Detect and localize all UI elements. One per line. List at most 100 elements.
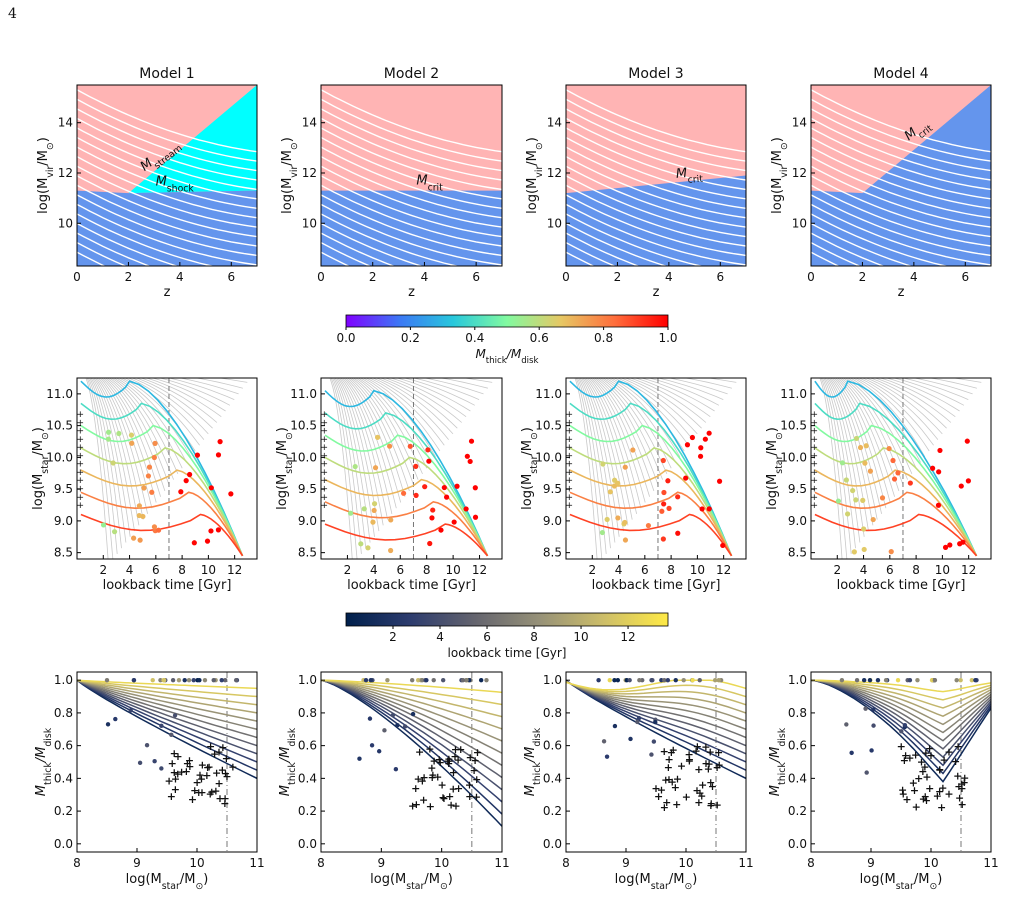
observed-cross: +	[204, 760, 213, 773]
observed-cross: +	[925, 742, 934, 755]
galaxy-track	[347, 378, 406, 497]
galaxy-track	[836, 378, 895, 497]
halo-track	[77, 146, 257, 209]
label-part: )	[448, 872, 453, 887]
sim-point	[665, 677, 671, 683]
x-tick-label: 6	[641, 563, 649, 577]
galaxy-point	[371, 507, 377, 514]
label-part: disk	[532, 727, 543, 746]
page-number: 4	[8, 6, 17, 22]
galaxy-track	[350, 378, 415, 486]
colorbar-tick-label: 10	[573, 630, 588, 644]
observed-cross: +	[957, 778, 966, 791]
galaxy-track	[93, 378, 135, 532]
sim-point	[464, 677, 469, 683]
y-tick-label: 12	[792, 166, 807, 180]
galaxy-track	[322, 365, 505, 368]
observed-cross: +	[211, 785, 220, 798]
observed-cross: +	[694, 763, 703, 776]
galaxy-track	[362, 378, 436, 458]
observed-cross: +	[466, 751, 475, 764]
observed-cross: +	[651, 782, 660, 795]
contour-line	[80, 380, 244, 557]
sim-point	[716, 677, 721, 683]
x-tick-label: 8	[667, 563, 675, 577]
galaxy-track	[384, 378, 462, 423]
fraction-curve	[566, 681, 746, 714]
y-axis-label: log(Mstar/M⊙)	[275, 427, 295, 510]
sim-point	[969, 677, 975, 683]
y-tick-label: 9.0	[543, 514, 562, 528]
observed-cross: +	[921, 746, 930, 759]
galaxy-point	[427, 540, 433, 547]
galaxy-point	[870, 516, 876, 523]
observed-cross: +	[664, 761, 673, 774]
observed-cross: +	[212, 766, 221, 779]
fraction-curve	[566, 680, 746, 731]
galaxy-point	[689, 434, 696, 441]
x-tick-label: 2	[369, 270, 377, 284]
observed-cross: +	[425, 742, 434, 755]
x-tick-label: 11	[983, 856, 998, 870]
galaxy-point	[936, 469, 942, 475]
x-tick-label: 9	[378, 856, 386, 870]
sim-point	[907, 677, 913, 683]
y-tick-label: 11.0	[780, 387, 807, 401]
sim-point	[653, 719, 658, 725]
fraction-curve	[321, 679, 502, 791]
galaxy-point	[372, 465, 379, 471]
mid-panel-2: ++++++++++++ 2 4 6 8 10 12 8.5 9.0 9.5 10.0 10.5 11.…	[275, 365, 505, 593]
y-tick-label: 0.6	[54, 739, 73, 753]
contour-line	[814, 513, 978, 557]
observed-marker: +	[566, 468, 574, 478]
observed-cross: +	[185, 760, 194, 773]
observed-cross: +	[426, 800, 435, 813]
panel-content	[566, 85, 746, 266]
x-tick-label: 8	[317, 856, 325, 870]
galaxy-point	[131, 535, 137, 541]
observed-cross: +	[922, 794, 931, 807]
observed-cross: +	[210, 748, 219, 761]
halo-track	[321, 127, 502, 191]
observed-cross: +	[465, 778, 474, 791]
sim-point	[113, 716, 118, 722]
x-axis-label: z	[408, 285, 415, 300]
y-tick-label: 10	[792, 216, 807, 230]
galaxy-point	[844, 511, 851, 517]
fraction-curve	[321, 679, 502, 754]
observed-cross: +	[446, 798, 455, 811]
galaxy-point	[895, 470, 901, 476]
galaxy-track	[395, 378, 471, 412]
galaxy-track	[113, 378, 183, 469]
sim-point	[159, 766, 164, 771]
observed-cross: +	[206, 788, 215, 801]
observed-cross: +	[214, 745, 223, 758]
observed-cross: +	[918, 765, 927, 778]
observed-cross: +	[473, 746, 482, 759]
galaxy-track	[330, 378, 358, 559]
sim-point	[376, 749, 382, 754]
label-part: /M	[523, 747, 538, 764]
galaxy-track	[838, 378, 900, 492]
observed-marker: +	[811, 418, 819, 428]
x-tick-label: 4	[860, 563, 868, 577]
y-tick-label: 0.0	[298, 837, 317, 851]
galaxy-track	[821, 378, 852, 554]
halo-track	[321, 194, 502, 257]
halo-track	[77, 203, 257, 266]
galaxy-point	[964, 438, 970, 444]
galaxy-point	[891, 476, 898, 482]
observed-cross: +	[415, 745, 424, 758]
x-tick-label: 6	[716, 270, 724, 284]
galaxy-track	[97, 378, 148, 514]
contour-line	[80, 491, 244, 557]
halo-track	[811, 117, 991, 181]
observed-cross: +	[902, 793, 911, 806]
galaxy-track	[335, 378, 375, 537]
colorbar-lookback: 2 4 6 8 10 12 lookback time [Gyr]	[345, 612, 669, 660]
galaxy-point	[426, 458, 432, 464]
sim-point	[368, 677, 374, 683]
sim-point	[219, 677, 224, 683]
galaxy-track	[337, 378, 380, 532]
observed-cross: +	[197, 786, 206, 799]
